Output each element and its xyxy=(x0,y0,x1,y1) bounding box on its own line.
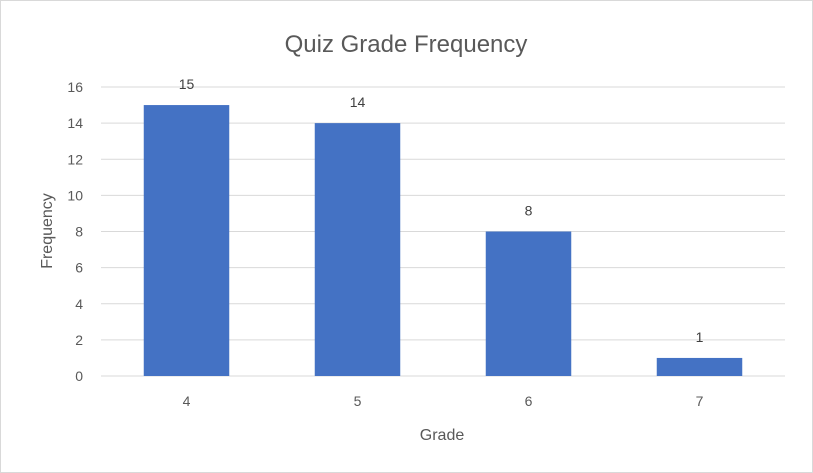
bars xyxy=(143,105,743,376)
y-tick-label: 4 xyxy=(75,296,83,312)
y-tick-label: 16 xyxy=(67,79,83,95)
bar-6 xyxy=(485,231,572,376)
y-tick-label: 2 xyxy=(75,332,83,348)
x-axis-ticks: 4 5 6 7 xyxy=(183,393,704,409)
x-tick-label: 6 xyxy=(525,393,533,409)
data-labels: 15 14 8 1 xyxy=(179,76,704,345)
x-axis-label: Grade xyxy=(420,427,465,444)
data-label: 8 xyxy=(525,203,533,219)
x-tick-label: 7 xyxy=(696,393,704,409)
data-label: 1 xyxy=(696,329,704,345)
bar-5 xyxy=(314,123,401,376)
y-axis-ticks: 0 2 4 6 8 10 12 14 16 xyxy=(67,79,83,384)
y-axis-label: Frequency xyxy=(39,193,56,269)
data-label: 15 xyxy=(179,76,195,92)
y-tick-label: 12 xyxy=(67,151,83,167)
x-tick-label: 4 xyxy=(183,393,191,409)
y-tick-label: 0 xyxy=(75,368,83,384)
y-tick-label: 6 xyxy=(75,260,83,276)
y-tick-label: 14 xyxy=(67,115,83,131)
bar-7 xyxy=(656,357,743,376)
y-tick-label: 8 xyxy=(75,224,83,240)
x-tick-label: 5 xyxy=(354,393,362,409)
bar-4 xyxy=(143,105,230,376)
chart-title: Quiz Grade Frequency xyxy=(285,31,528,58)
data-label: 14 xyxy=(350,94,366,110)
y-tick-label: 10 xyxy=(67,187,83,203)
